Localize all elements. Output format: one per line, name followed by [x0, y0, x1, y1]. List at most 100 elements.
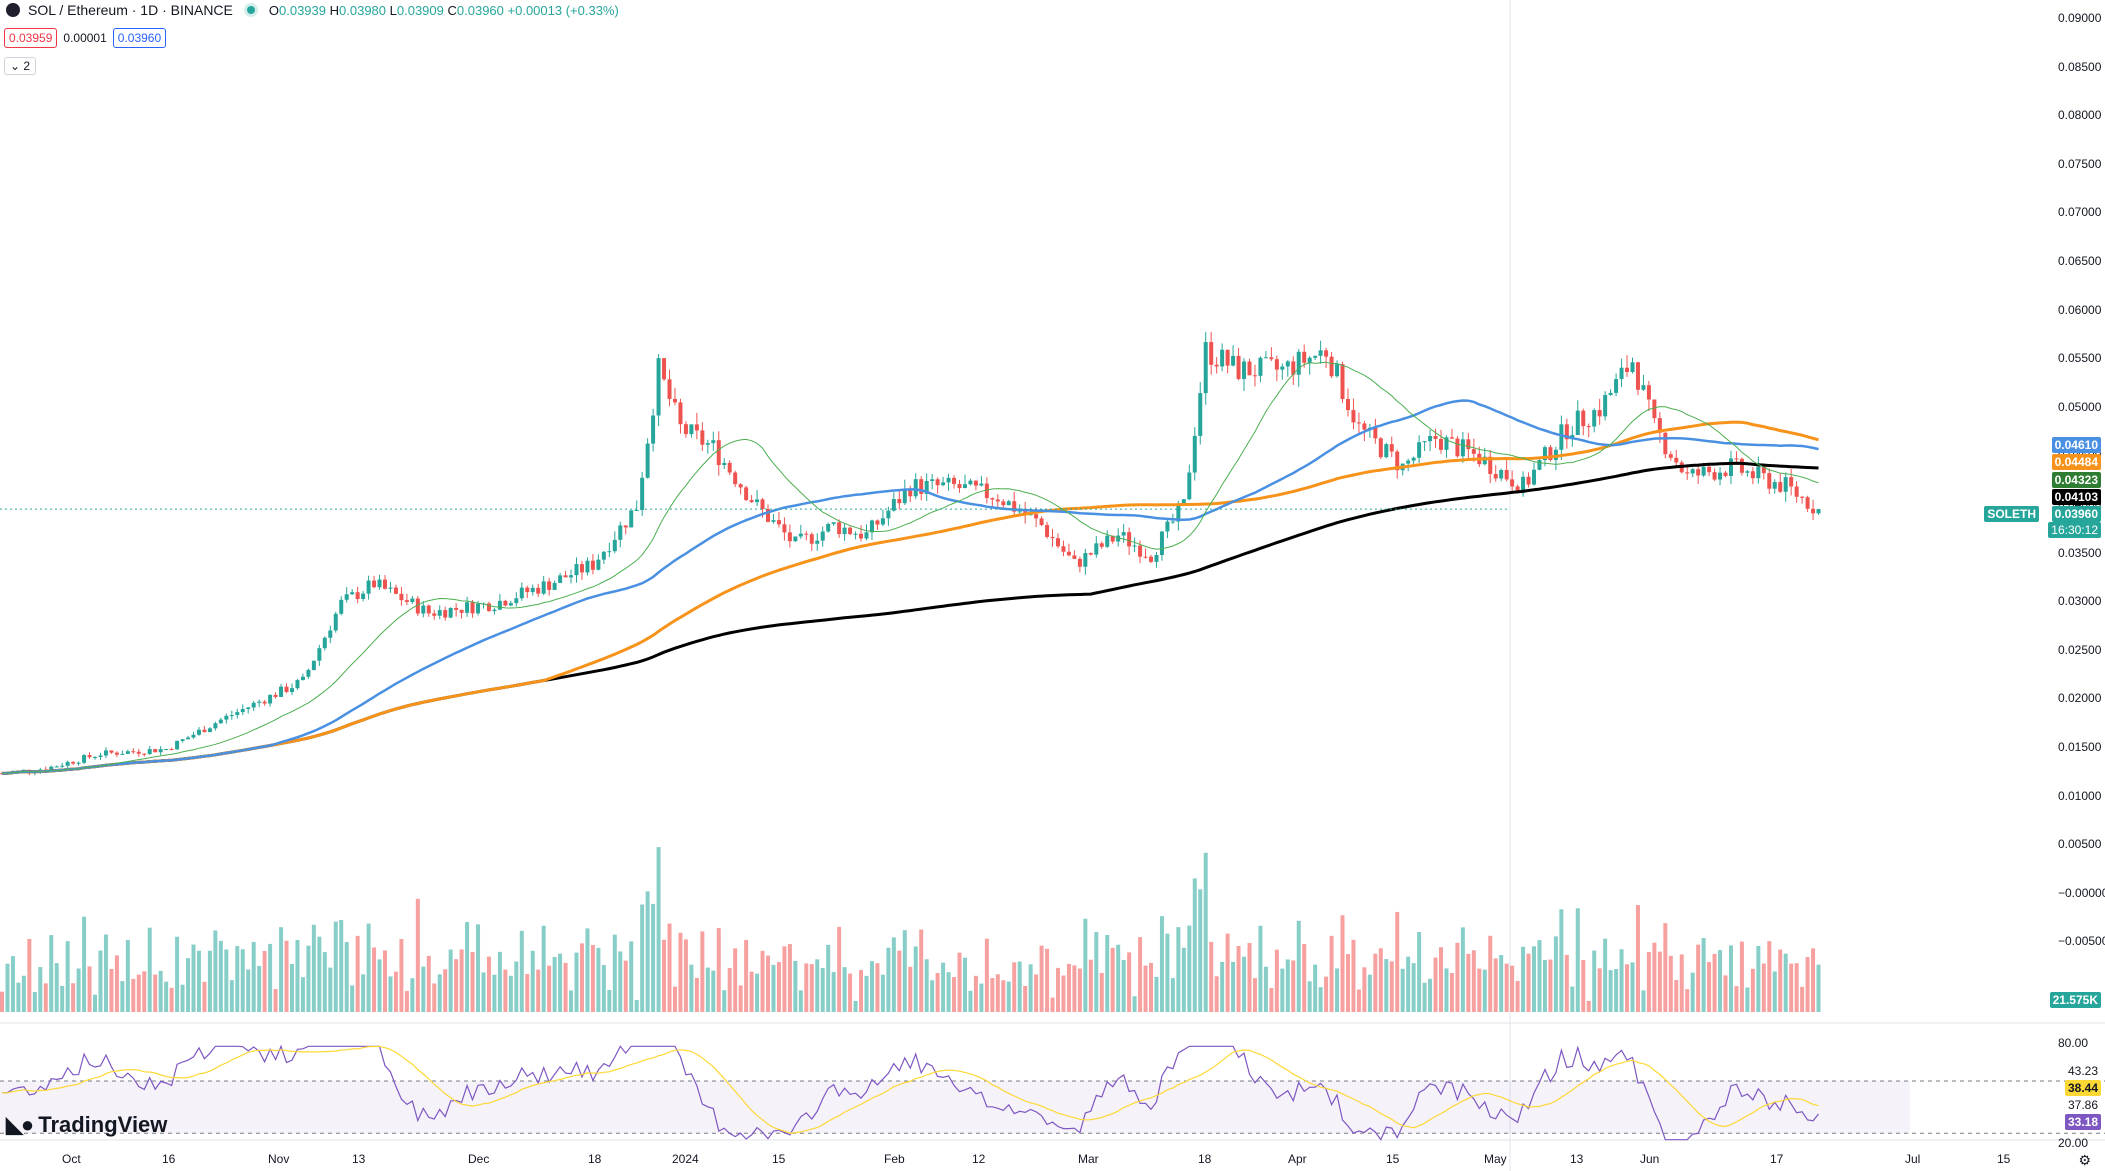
volume-bar: [246, 969, 251, 1012]
volume-bar: [350, 985, 355, 1012]
candle-body: [519, 587, 524, 599]
time-tick-label: Nov: [268, 1152, 290, 1166]
volume-bar: [1734, 986, 1739, 1012]
candle-body: [1537, 460, 1542, 470]
volume-bar: [421, 966, 426, 1012]
price-tick-label: 0.01500: [2058, 740, 2102, 754]
candle-body: [1318, 350, 1323, 356]
volume-bar: [1258, 925, 1263, 1012]
candle-body: [1592, 410, 1597, 427]
candle-body: [1778, 482, 1783, 492]
volume-bar: [508, 975, 513, 1012]
candle-body: [826, 523, 831, 532]
volume-bar: [1247, 943, 1252, 1012]
time-tick-label: 18: [588, 1152, 602, 1166]
gear-icon[interactable]: ⚙: [2078, 1152, 2091, 1168]
volume-bar: [1723, 975, 1728, 1012]
candle-body: [465, 602, 470, 613]
tradingview-logo[interactable]: ◣● TradingView: [6, 1112, 167, 1138]
logo-text: TradingView: [38, 1112, 168, 1137]
candle-body: [1143, 556, 1148, 558]
spread-value: 0.00001: [63, 31, 107, 45]
volume-bar: [1603, 938, 1608, 1012]
candle-body: [842, 527, 847, 535]
symbol-tag: SOLETH: [1984, 506, 2039, 522]
volume-bar: [1679, 954, 1684, 1012]
candle-body: [590, 560, 595, 570]
volume-bar: [1592, 950, 1597, 1012]
candle-body: [443, 610, 448, 618]
candle-body: [908, 489, 913, 497]
volume-bar: [1586, 1000, 1591, 1012]
candle-body: [1811, 508, 1816, 514]
candle-body: [1542, 447, 1547, 461]
volume-bar: [809, 964, 814, 1012]
volume-bar: [820, 968, 825, 1012]
volume-bar: [941, 962, 946, 1012]
candle-body: [1761, 466, 1766, 474]
volume-bar: [1800, 986, 1805, 1012]
volume-bar: [383, 950, 388, 1012]
candle-body: [1603, 395, 1608, 417]
volume-bar: [618, 951, 623, 1012]
candle-body: [383, 579, 388, 589]
candle-body: [525, 587, 530, 593]
volume-bar: [1088, 959, 1093, 1012]
candle-body: [486, 603, 491, 612]
time-tick-label: Feb: [884, 1152, 905, 1166]
candle-body: [1083, 553, 1088, 567]
price-tick-label: 0.02500: [2058, 642, 2102, 657]
candle-body: [1034, 514, 1039, 519]
candle-body: [492, 609, 497, 612]
volume-bar: [853, 1000, 858, 1012]
volume-bar: [1066, 963, 1071, 1012]
volume-bar: [1395, 911, 1400, 1012]
volume-bar: [952, 977, 957, 1012]
volume-bar: [1116, 944, 1121, 1012]
candle-body: [339, 599, 344, 614]
volume-bar: [1630, 962, 1635, 1012]
volume-bar: [1521, 946, 1526, 1012]
candle-body: [125, 751, 130, 754]
volume-bar: [1597, 968, 1602, 1012]
symbol-title[interactable]: SOL / Ethereum · 1D · BINANCE: [28, 2, 233, 18]
volume-bar: [224, 949, 229, 1012]
candle-body: [432, 613, 437, 616]
candle-body: [180, 739, 185, 741]
volume-bar: [1668, 955, 1673, 1012]
sell-price-button[interactable]: 0.03959: [4, 28, 58, 48]
candle-body: [990, 498, 995, 500]
candle-body: [793, 536, 798, 542]
candle-body: [1586, 426, 1591, 428]
candle-body: [262, 701, 267, 704]
volume-bar: [530, 950, 535, 1012]
volume-bar: [1728, 945, 1733, 1012]
candle-body: [1280, 366, 1285, 370]
volume-bar: [76, 968, 81, 1012]
price-tick-label: 0.05000: [2058, 399, 2102, 414]
candle-body: [558, 575, 563, 583]
volume-bar: [1641, 990, 1646, 1012]
volume-bar: [579, 943, 584, 1012]
volume-bar: [1159, 916, 1164, 1012]
candle-body: [601, 551, 606, 560]
candle-body: [859, 533, 864, 539]
volume-bar: [1488, 935, 1493, 1012]
volume-bar: [213, 930, 218, 1012]
volume-bar: [662, 939, 667, 1012]
candle-body: [651, 415, 656, 444]
volume-bar: [1707, 962, 1712, 1012]
candle-body: [1619, 367, 1624, 380]
volume-bar: [415, 898, 420, 1012]
buy-price-button[interactable]: 0.03960: [112, 28, 167, 48]
candle-body: [311, 660, 316, 671]
volume-bar: [1269, 988, 1274, 1012]
volume-bar: [1504, 963, 1509, 1012]
time-tick-label: 17: [1770, 1152, 1784, 1166]
volume-bar: [1154, 976, 1159, 1012]
indicators-toggle-button[interactable]: ⌄ 2: [4, 57, 37, 75]
volume-bar: [1685, 989, 1690, 1012]
volume-bar: [1017, 961, 1022, 1012]
volume-bar: [1756, 945, 1761, 1012]
